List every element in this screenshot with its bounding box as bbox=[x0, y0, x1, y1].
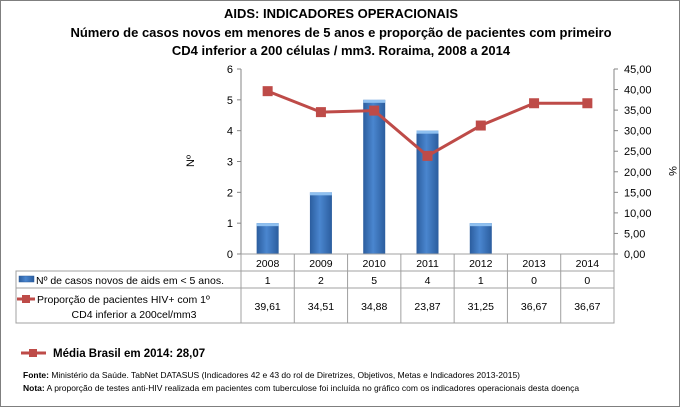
chart-title: AIDS: INDICADORES OPERACIONAIS bbox=[224, 6, 458, 21]
line-point-2014 bbox=[582, 98, 593, 109]
y-right-tick-label: 0,00 bbox=[624, 249, 645, 261]
source-text: Fonte: Ministério da Saúde. TabNet DATAS… bbox=[23, 370, 520, 380]
bar-2010 bbox=[363, 99, 386, 254]
source-body: Ministério da Saúde. TabNet DATASUS (Ind… bbox=[49, 370, 520, 380]
note-text: Nota: A proporção de testes anti-HIV rea… bbox=[23, 383, 579, 393]
y-left-tick-label: 4 bbox=[227, 126, 233, 138]
bar-cap bbox=[309, 192, 332, 196]
bar-value-cell: 4 bbox=[425, 275, 431, 287]
chart-subtitle-1: Número de casos novos em menores de 5 an… bbox=[70, 25, 611, 40]
note-label: Nota: bbox=[23, 383, 45, 393]
line-point-2008 bbox=[262, 86, 273, 97]
bar-cap bbox=[363, 99, 386, 103]
line-value-cell: 36,67 bbox=[521, 301, 547, 313]
bar-cap bbox=[256, 223, 279, 227]
line-point-2010 bbox=[369, 105, 380, 116]
line-value-cell: 39,61 bbox=[255, 301, 281, 313]
x-tick-label: 2010 bbox=[363, 258, 387, 270]
source-label: Fonte: bbox=[23, 370, 49, 380]
y-right-tick-label: 10,00 bbox=[624, 208, 652, 220]
y-left-tick-label: 6 bbox=[227, 64, 233, 76]
x-tick-label: 2014 bbox=[576, 258, 600, 270]
y-left-tick-label: 5 bbox=[227, 95, 233, 107]
x-tick-label: 2009 bbox=[309, 258, 333, 270]
bar-cap bbox=[416, 130, 439, 134]
bar-value-cell: 1 bbox=[265, 275, 271, 287]
x-tick-label: 2013 bbox=[522, 258, 546, 270]
x-tick-label: 2012 bbox=[469, 258, 493, 270]
bar-2008 bbox=[256, 223, 279, 254]
bar-series-name: Nº de casos novos de aids em < 5 anos. bbox=[36, 275, 224, 287]
bar-value-cell: 1 bbox=[478, 275, 484, 287]
note-body: A proporção de testes anti-HIV realizada… bbox=[45, 383, 580, 393]
reference-legend: Média Brasil em 2014: 28,07 bbox=[21, 348, 205, 360]
y-right-tick-label: 15,00 bbox=[624, 187, 652, 199]
y-left-tick-label: 0 bbox=[227, 249, 233, 261]
line-value-cell: 31,25 bbox=[468, 301, 494, 313]
reference-marker-icon bbox=[29, 349, 37, 357]
bar-cap bbox=[469, 223, 492, 227]
line-point-2009 bbox=[315, 107, 326, 118]
line-series-name-2: CD4 inferior a 200cel/mm3 bbox=[72, 309, 197, 321]
y-left-tick-label: 3 bbox=[227, 157, 233, 169]
line-value-cell: 34,88 bbox=[361, 301, 387, 313]
bar-value-cell: 2 bbox=[318, 275, 324, 287]
y-right-label: % bbox=[666, 166, 678, 176]
y-right-tick-label: 40,00 bbox=[624, 85, 652, 97]
line-series-name-1: Proporção de pacientes HIV+ com 1º bbox=[37, 294, 210, 306]
y-right-tick-label: 20,00 bbox=[624, 167, 652, 179]
y-right-tick-label: 35,00 bbox=[624, 105, 652, 117]
y-right-tick-label: 45,00 bbox=[624, 64, 652, 76]
y-right-tick-label: 5,00 bbox=[624, 228, 645, 240]
line-value-cell: 36,67 bbox=[574, 301, 600, 313]
chart-subtitle-2: CD4 inferior a 200 células / mm3. Roraim… bbox=[172, 43, 511, 58]
bar-value-cell: 0 bbox=[531, 275, 537, 287]
y-right-tick-label: 25,00 bbox=[624, 146, 652, 158]
x-tick-label: 2008 bbox=[256, 258, 280, 270]
y-left-tick-label: 2 bbox=[227, 187, 233, 199]
line-legend-marker-icon bbox=[22, 295, 30, 303]
bar-legend-icon bbox=[18, 275, 35, 283]
bar-2009 bbox=[309, 192, 332, 254]
reference-label: Média Brasil em 2014: 28,07 bbox=[53, 348, 205, 360]
y-left-label: Nº bbox=[185, 155, 197, 167]
y-right-tick-label: 30,00 bbox=[624, 126, 652, 138]
bar-2011 bbox=[416, 130, 439, 254]
line-value-cell: 34,51 bbox=[308, 301, 334, 313]
bar-value-cell: 5 bbox=[371, 275, 377, 287]
line-point-2012 bbox=[475, 120, 486, 131]
x-tick-label: 2011 bbox=[416, 258, 439, 270]
line-point-2011 bbox=[422, 150, 433, 161]
bar-value-cell: 0 bbox=[584, 275, 590, 287]
y-left-tick-label: 1 bbox=[227, 218, 233, 230]
bar-2012 bbox=[469, 223, 492, 254]
line-value-cell: 23,87 bbox=[414, 301, 440, 313]
line-point-2013 bbox=[529, 98, 540, 109]
